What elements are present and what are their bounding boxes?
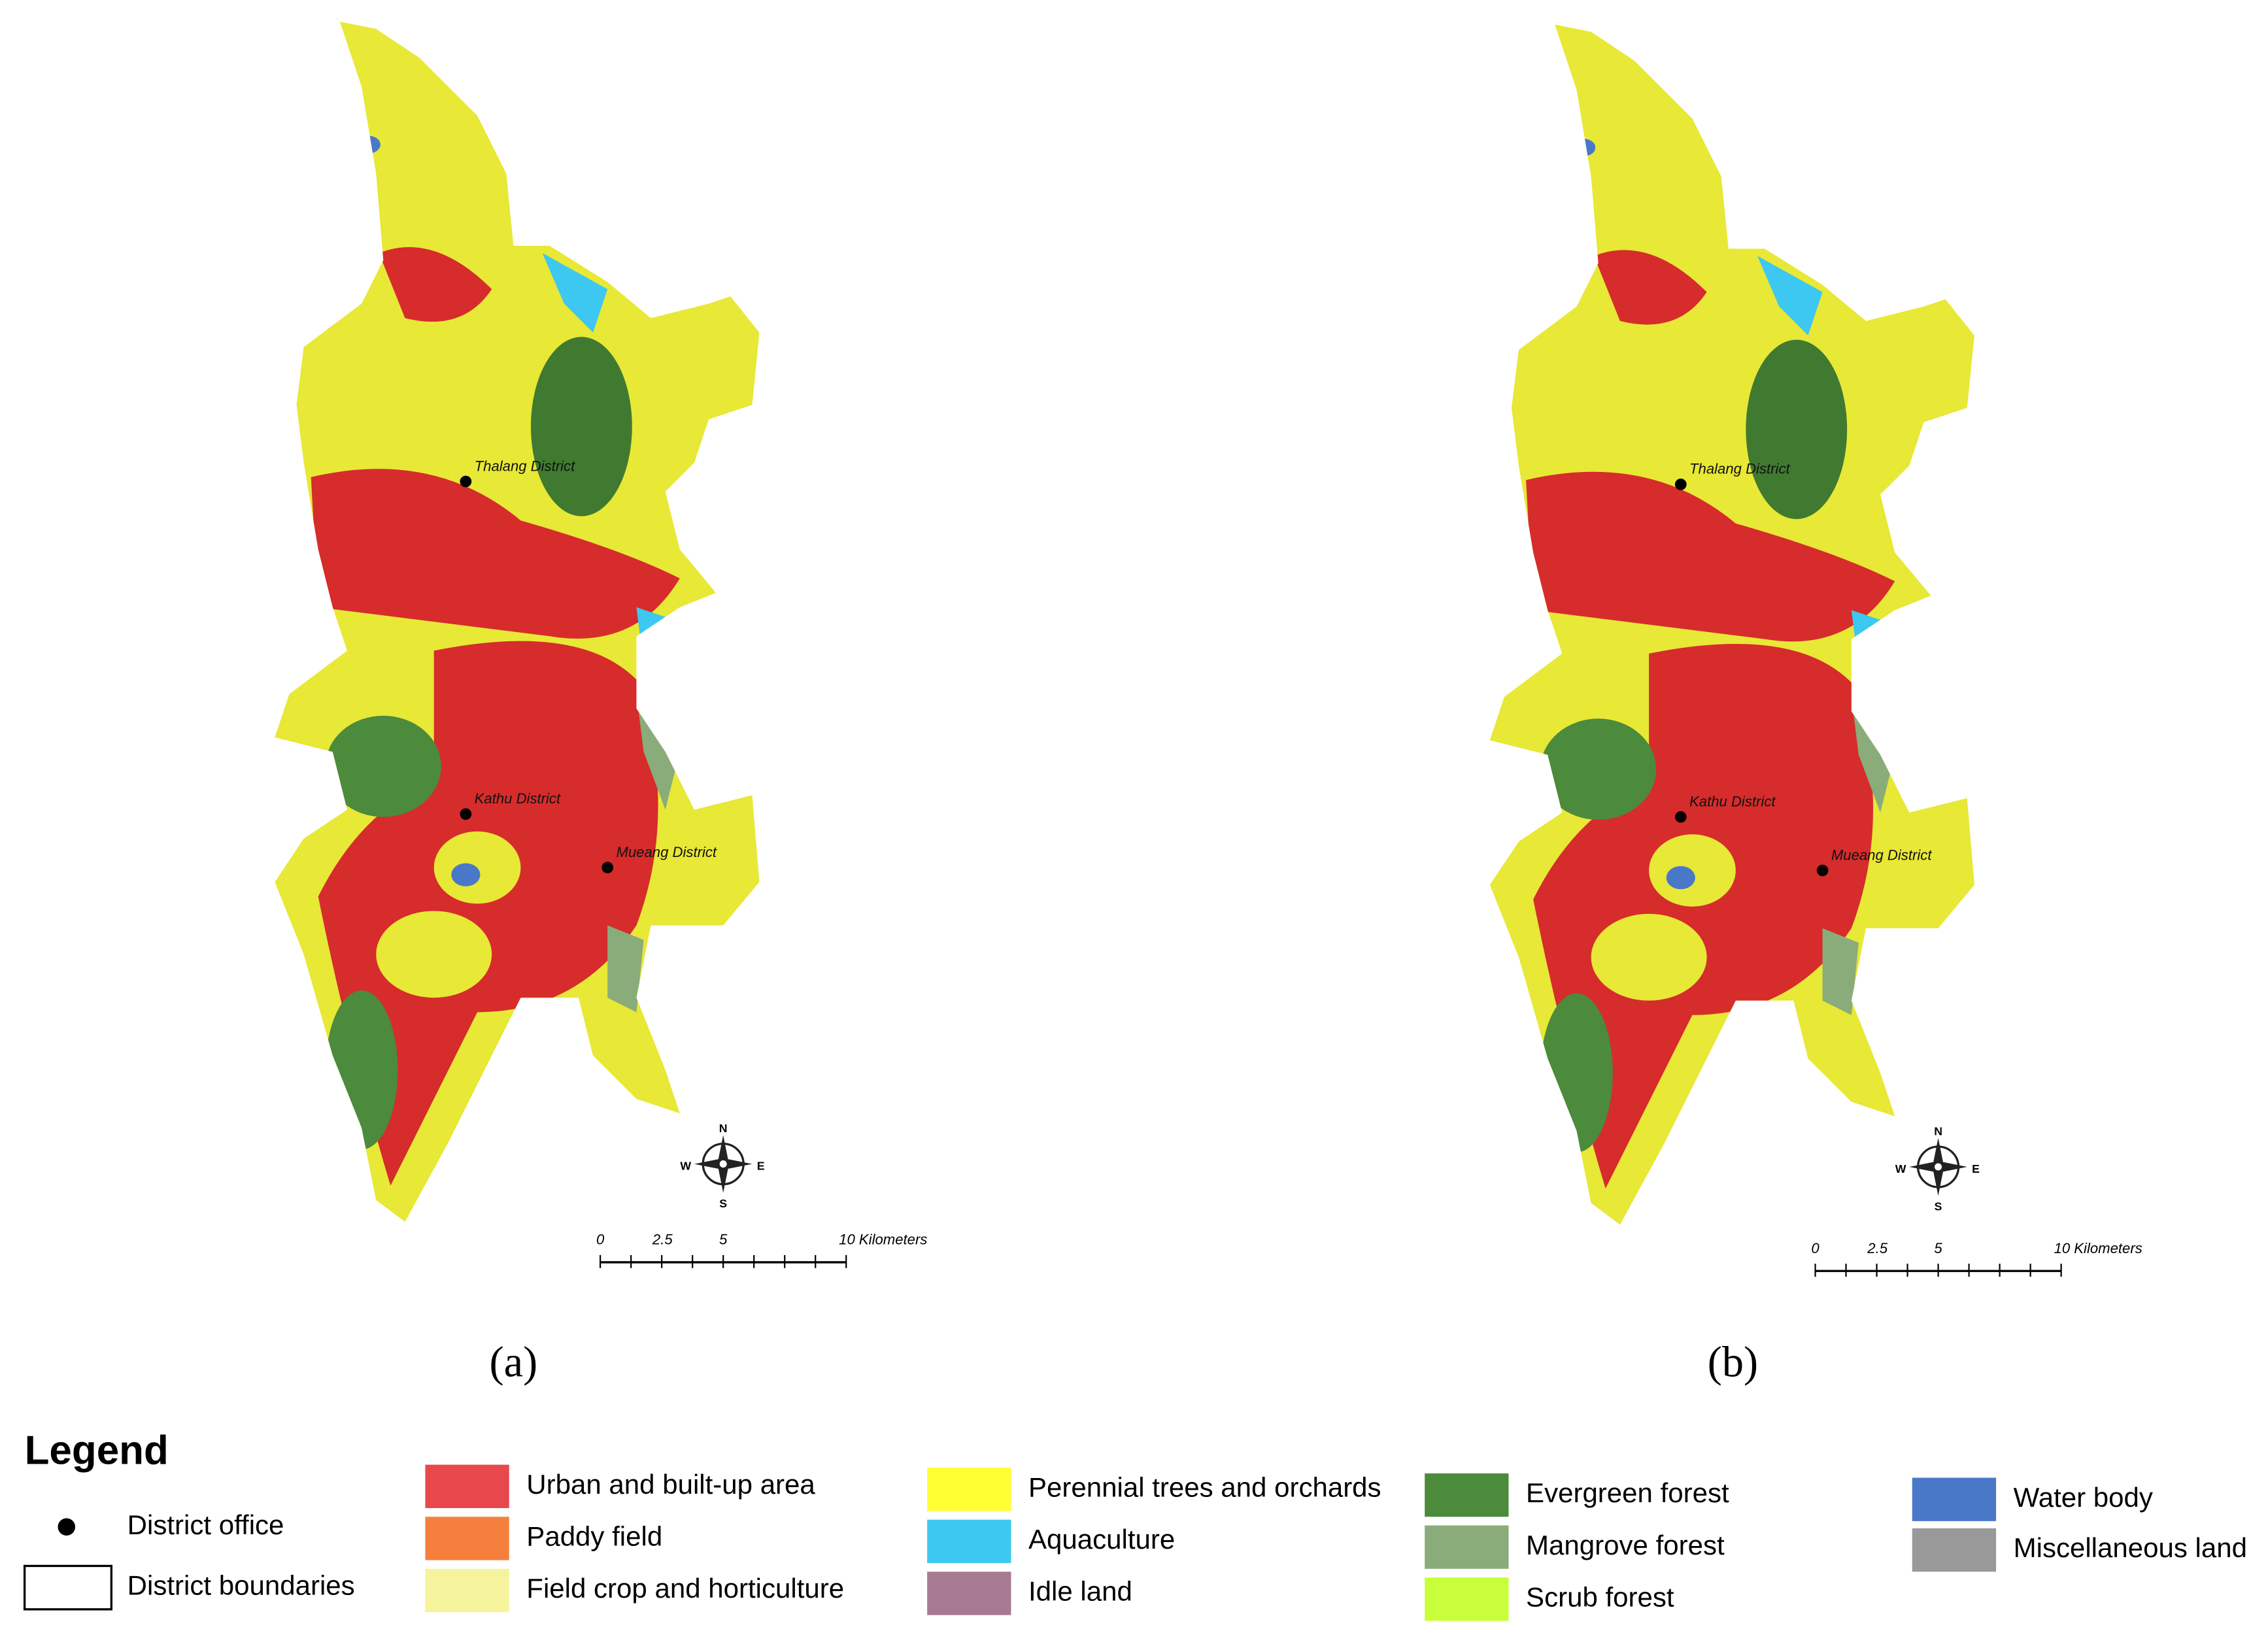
district-office [1674, 811, 1687, 823]
scale-label: 2.5 [1867, 1240, 1887, 1256]
legend-swatch [1912, 1477, 1997, 1521]
scale-bar: 0 2.5 5 10 Kilometers [596, 1232, 927, 1268]
compass: N S W E [680, 1122, 764, 1210]
district-office [601, 862, 614, 873]
legend-swatch [1425, 1577, 1509, 1621]
legend-swatch [1912, 1528, 1997, 1572]
district-label: Kathu District [475, 790, 561, 807]
compass-letter: N [1934, 1125, 1942, 1138]
scale-label: 5 [1934, 1240, 1942, 1256]
scale-bar: 0 2.5 5 10 Kilometers [1811, 1240, 2142, 1277]
panel-label: (a) [490, 1338, 538, 1386]
legend-class-label: Urban and built-up area [526, 1469, 815, 1500]
legend-symbol-label: District boundaries [127, 1570, 355, 1601]
land-use-map [1476, 18, 1982, 1232]
scale-label: 2.5 [652, 1232, 673, 1248]
legend-swatch [927, 1468, 1011, 1511]
panel-label: (b) [1708, 1338, 1758, 1386]
maps: Thalang District Kathu District Mueang Dis… [260, 14, 2142, 1386]
district-office [1816, 864, 1829, 877]
district-label: Thalang District [1689, 461, 1790, 477]
legend-class-label: Water body [2014, 1482, 2153, 1513]
compass-rose [693, 1134, 754, 1194]
compass-letter: S [719, 1197, 727, 1210]
district-label: Mueang District [616, 844, 717, 860]
compass-letter: E [757, 1160, 765, 1173]
district-label: Mueang District [1831, 847, 1932, 863]
compass-letter: S [1935, 1200, 1942, 1213]
district-office-symbol [58, 1518, 76, 1536]
district-label: Thalang District [475, 458, 575, 474]
legend-title: Legend [25, 1428, 169, 1473]
legend-class-label: Paddy field [526, 1521, 662, 1552]
legend-swatch [1425, 1525, 1509, 1569]
compass-letter: W [1895, 1162, 1906, 1175]
legend-class-label: Idle land [1028, 1576, 1132, 1607]
scale-label: 5 [719, 1232, 728, 1248]
legend-class-label: Field crop and horticulture [526, 1573, 844, 1604]
scale-label: 0 [596, 1232, 605, 1248]
district-office [460, 475, 472, 488]
district-office [1674, 479, 1687, 490]
legend-symbol-label: District office [127, 1509, 284, 1540]
compass-letter: N [719, 1122, 728, 1135]
map-panel: Thalang District Kathu District Mueang Dis… [260, 14, 927, 1268]
compass-letter: W [680, 1160, 691, 1173]
legend-swatch [927, 1572, 1011, 1615]
legend-swatch [425, 1568, 509, 1613]
legend-class-label: Perennial trees and orchards [1028, 1471, 1381, 1502]
legend-class-label: Aquaculture [1028, 1524, 1175, 1555]
compass-letter: E [1972, 1162, 1980, 1175]
district-office [460, 808, 472, 820]
legend-class-label: Miscellaneous land [2014, 1532, 2247, 1563]
legend-class-label: Evergreen forest [1526, 1477, 1729, 1508]
legend-class-label: Scrub forest [1526, 1581, 1674, 1612]
legend-swatch [425, 1517, 509, 1560]
land-use-map [260, 14, 766, 1229]
compass-rose [1908, 1137, 1969, 1197]
scale-label: 0 [1811, 1240, 1819, 1256]
scale-label: 10 Kilometers [2054, 1240, 2142, 1256]
legend-swatch [927, 1519, 1011, 1564]
scale-label: 10 Kilometers [839, 1232, 927, 1248]
district-label: Kathu District [1689, 793, 1776, 809]
legend-swatch [1425, 1473, 1509, 1517]
legend-swatch [425, 1464, 509, 1508]
compass: N S W E [1895, 1125, 1980, 1213]
legend-class-label: Mangrove forest [1526, 1530, 1725, 1560]
legend: Legend District office District boundari… [23, 1428, 2247, 1621]
map-panel: Thalang District Kathu District Mueang Dis… [1476, 18, 2142, 1277]
district-boundary-symbol [23, 1564, 113, 1611]
